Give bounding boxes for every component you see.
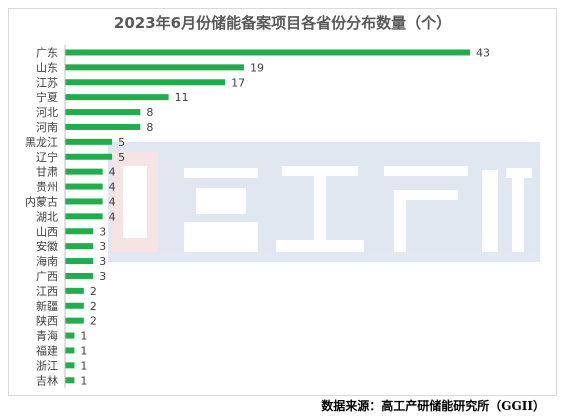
bar [65, 377, 75, 384]
data-label: 19 [250, 61, 264, 74]
bar [65, 64, 244, 71]
data-label: 1 [80, 359, 87, 372]
category-label: 内蒙古 [25, 194, 58, 208]
data-label: 3 [99, 240, 106, 253]
data-label: 8 [146, 106, 153, 119]
category-label: 辽宁 [36, 150, 58, 164]
source-note: 数据来源：高工产研储能研究所（GGII） [321, 399, 545, 413]
data-label: 4 [109, 181, 116, 194]
category-label: 江苏 [36, 76, 58, 89]
bar [65, 228, 94, 235]
bar [65, 49, 470, 56]
bar [65, 168, 103, 175]
category-label: 福建 [36, 343, 58, 357]
category-label: 广西 [36, 270, 58, 283]
bar [65, 347, 75, 354]
category-label: 山西 [36, 225, 58, 238]
bar [65, 272, 94, 279]
category-label: 江西 [36, 285, 58, 298]
bar [65, 153, 113, 160]
data-label: 4 [109, 166, 116, 179]
bar [65, 138, 113, 145]
data-label: 5 [118, 136, 125, 149]
bar [65, 317, 84, 324]
category-label: 甘肃 [36, 166, 58, 179]
category-label: 新疆 [36, 299, 58, 313]
category-label: 河南 [36, 121, 58, 134]
data-label: 17 [231, 76, 245, 89]
data-label: 4 [109, 195, 116, 208]
data-label: 1 [80, 374, 87, 387]
category-label: 陕西 [36, 314, 58, 328]
data-label: 2 [90, 300, 97, 313]
data-label: 1 [80, 344, 87, 357]
category-label: 吉林 [36, 373, 58, 387]
category-label: 河北 [36, 106, 58, 119]
chart-title: 2023年6月份储能备案项目各省份分布数量（个） [113, 14, 452, 32]
category-label: 黑龙江 [25, 136, 58, 149]
bar [65, 332, 75, 339]
data-label: 5 [118, 151, 125, 164]
data-label: 2 [90, 315, 97, 328]
bar [65, 287, 84, 294]
bar [65, 302, 84, 309]
watermark [108, 142, 540, 262]
data-label: 11 [175, 91, 189, 104]
bar [65, 94, 169, 101]
bar [65, 213, 103, 220]
category-label: 湖北 [36, 210, 58, 223]
bar [65, 362, 75, 369]
data-label: 43 [476, 46, 490, 59]
category-label: 安徽 [36, 239, 58, 253]
bar [65, 109, 141, 116]
data-label: 8 [146, 121, 153, 134]
bar [65, 123, 141, 130]
data-label: 4 [109, 210, 116, 223]
bar [65, 183, 103, 190]
category-label: 宁夏 [36, 90, 58, 104]
category-label: 海南 [36, 254, 58, 268]
data-label: 3 [99, 255, 106, 268]
category-label: 广东 [36, 46, 58, 59]
category-label: 贵州 [36, 181, 58, 194]
bar [65, 198, 103, 205]
category-label: 浙江 [36, 359, 58, 372]
bar [65, 243, 94, 250]
data-label: 2 [90, 285, 97, 298]
data-label: 3 [99, 270, 106, 283]
bar [65, 258, 94, 265]
category-label: 青海 [36, 329, 58, 343]
bar [65, 79, 226, 86]
category-label: 山东 [36, 61, 58, 74]
data-label: 3 [99, 225, 106, 238]
data-label: 1 [80, 330, 87, 343]
